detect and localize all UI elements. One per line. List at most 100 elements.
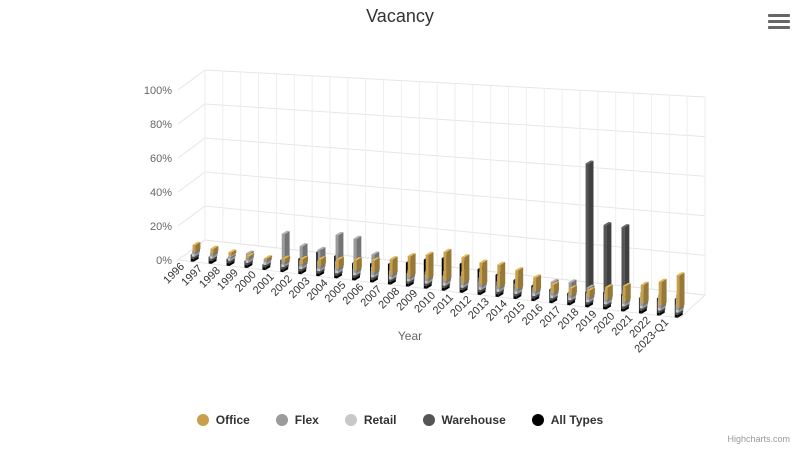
credits-link[interactable]: Highcharts.com <box>727 434 790 444</box>
y-tick-label: 100% <box>144 85 172 97</box>
bar-front <box>335 259 339 269</box>
bar-front <box>585 163 589 305</box>
x-axis-title: Year <box>398 329 422 343</box>
bar-front <box>497 264 501 288</box>
bar-side <box>303 256 309 265</box>
menu-line <box>768 20 790 23</box>
bar-front <box>389 258 393 275</box>
bar-top <box>676 272 685 276</box>
bar-top <box>264 255 273 259</box>
bar-front <box>227 261 230 264</box>
bar-side <box>392 256 398 275</box>
bar-side <box>661 278 667 306</box>
menu-line <box>768 26 790 29</box>
bar-side <box>554 281 560 294</box>
bar-top <box>371 257 380 261</box>
bar-side <box>589 287 595 298</box>
bar-front <box>676 275 680 308</box>
y-tick-label: 40% <box>150 187 172 199</box>
bar-top <box>461 254 470 258</box>
bar-top <box>282 255 291 259</box>
bar-front <box>281 233 285 265</box>
y-tick-label: 60% <box>150 153 172 165</box>
bar-top <box>569 285 577 289</box>
bar-side <box>446 248 452 281</box>
legend-label: Flex <box>294 413 319 427</box>
bar-side <box>428 251 434 279</box>
bar-top <box>299 243 308 247</box>
bar-front <box>604 287 608 300</box>
y-tick-label: 20% <box>150 221 172 233</box>
bar-side <box>625 283 631 302</box>
bar-front <box>227 256 231 259</box>
bar-top <box>335 256 344 260</box>
bar-side <box>464 254 470 283</box>
bar-top <box>281 230 290 235</box>
bar-top <box>622 282 631 287</box>
bar-side <box>229 258 235 264</box>
bar-top <box>568 279 577 283</box>
bar-top <box>407 252 416 257</box>
bar-top <box>479 259 488 263</box>
chart-legend: Office Flex Retail Warehouse All Types <box>0 413 800 427</box>
bar-side <box>500 261 506 288</box>
bar-front <box>461 257 465 283</box>
bar-side <box>285 255 291 263</box>
bar-front <box>192 244 196 252</box>
bar-top <box>371 251 380 255</box>
legend-label: Warehouse <box>441 413 506 427</box>
bar-front <box>407 255 411 277</box>
legend-item[interactable]: Retail <box>344 413 397 427</box>
bar-top <box>353 256 362 261</box>
bar-front <box>479 262 483 285</box>
hamburger-menu-icon[interactable] <box>768 14 790 30</box>
bar-top <box>318 256 326 260</box>
bar-top <box>603 222 612 226</box>
bar-front <box>282 258 286 263</box>
legend-label: Retail <box>363 413 397 427</box>
bar-top <box>533 274 542 278</box>
bar-top <box>353 235 362 239</box>
bar-front <box>443 251 447 281</box>
y-tick-label: 80% <box>150 119 172 131</box>
bar-side <box>571 285 577 296</box>
bar-top <box>586 287 595 291</box>
bar-top <box>551 281 560 285</box>
bar-top <box>604 284 613 288</box>
bar-top <box>317 246 326 251</box>
bar-side <box>267 255 273 261</box>
bar-side <box>356 257 362 271</box>
legend-label: All Types <box>550 413 604 427</box>
bar-side <box>213 245 219 254</box>
bar-side <box>195 242 201 252</box>
bar-top <box>658 278 667 282</box>
bar-side <box>320 256 326 267</box>
grid-line-side <box>177 103 206 125</box>
bar-side <box>643 281 649 304</box>
bar-top <box>515 267 524 271</box>
bar-top <box>300 255 309 260</box>
bars <box>190 160 685 318</box>
bar-front <box>371 260 375 273</box>
bar-top <box>389 255 398 260</box>
grid-line-side <box>177 171 206 193</box>
grid-line-side <box>177 69 206 91</box>
bar-front <box>318 259 321 267</box>
bar-front <box>622 285 626 302</box>
legend-symbol <box>422 414 435 426</box>
grid-line-side <box>177 205 206 227</box>
legend-item[interactable]: Flex <box>275 413 319 427</box>
bar-side <box>679 272 685 308</box>
legend-item[interactable]: Warehouse <box>422 413 506 427</box>
grid-lines: 0% 20% 40% 60% 80% 100% <box>144 69 707 319</box>
bar-side <box>410 253 416 277</box>
bar-top <box>621 224 630 228</box>
legend-item[interactable]: Office <box>196 413 250 427</box>
bar-side <box>588 160 594 305</box>
legend-item[interactable]: All Types <box>531 413 604 427</box>
bar-top <box>585 160 594 164</box>
bar-top <box>335 231 344 236</box>
bar-top <box>245 250 254 254</box>
legend-label: Office <box>215 413 250 427</box>
